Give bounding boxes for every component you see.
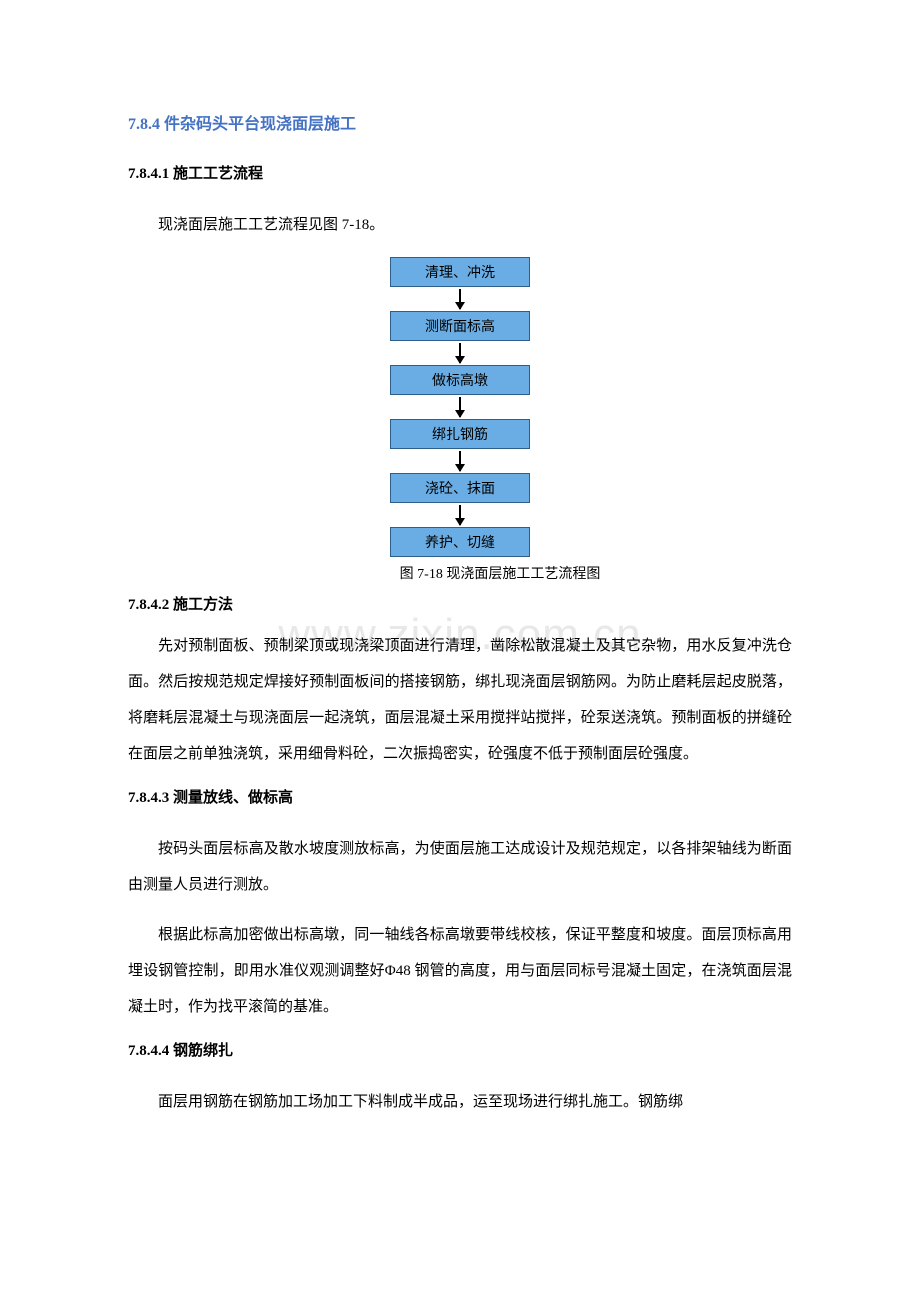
paragraph-survey-2: 根据此标高加密做出标高墩，同一轴线各标高墩要带线校核，保证平整度和坡度。面层顶标… — [128, 917, 792, 1025]
paragraph-survey-1: 按码头面层标高及散水坡度测放标高，为使面层施工达成设计及规范规定，以各排架轴线为… — [128, 831, 792, 903]
flow-arrow-icon — [459, 451, 461, 471]
flowchart-container: 清理、冲洗 测断面标高 做标高墩 绑扎钢筋 浇砼、抹面 养护、切缝 — [128, 257, 792, 557]
paragraph-rebar: 面层用钢筋在钢筋加工场加工下料制成半成品，运至现场进行绑扎施工。钢筋绑 — [128, 1084, 792, 1120]
flow-node: 清理、冲洗 — [390, 257, 530, 287]
flow-arrow-icon — [459, 397, 461, 417]
flow-node: 测断面标高 — [390, 311, 530, 341]
flow-arrow-icon — [459, 505, 461, 525]
heading-sub-3: 7.8.4.3 测量放线、做标高 — [128, 786, 792, 807]
flowchart-caption: 图 7-18 现浇面层施工工艺流程图 — [128, 563, 792, 583]
paragraph-method: 先对预制面板、预制梁顶或现浇梁顶面进行清理，凿除松散混凝土及其它杂物，用水反复冲… — [128, 628, 792, 772]
paragraph-intro: 现浇面层施工工艺流程见图 7-18。 — [128, 207, 792, 243]
flow-arrow-icon — [459, 343, 461, 363]
flow-node: 绑扎钢筋 — [390, 419, 530, 449]
flow-node: 浇砼、抹面 — [390, 473, 530, 503]
document-content: 7.8.4 件杂码头平台现浇面层施工 7.8.4.1 施工工艺流程 现浇面层施工… — [128, 110, 792, 1120]
heading-sub-1: 7.8.4.1 施工工艺流程 — [128, 162, 792, 183]
heading-sub-2: 7.8.4.2 施工方法 — [128, 593, 233, 614]
flow-node: 做标高墩 — [390, 365, 530, 395]
heading-sub-4: 7.8.4.4 钢筋绑扎 — [128, 1039, 792, 1060]
flow-arrow-icon — [459, 289, 461, 309]
flow-node: 养护、切缝 — [390, 527, 530, 557]
heading-main: 7.8.4 件杂码头平台现浇面层施工 — [128, 110, 792, 134]
